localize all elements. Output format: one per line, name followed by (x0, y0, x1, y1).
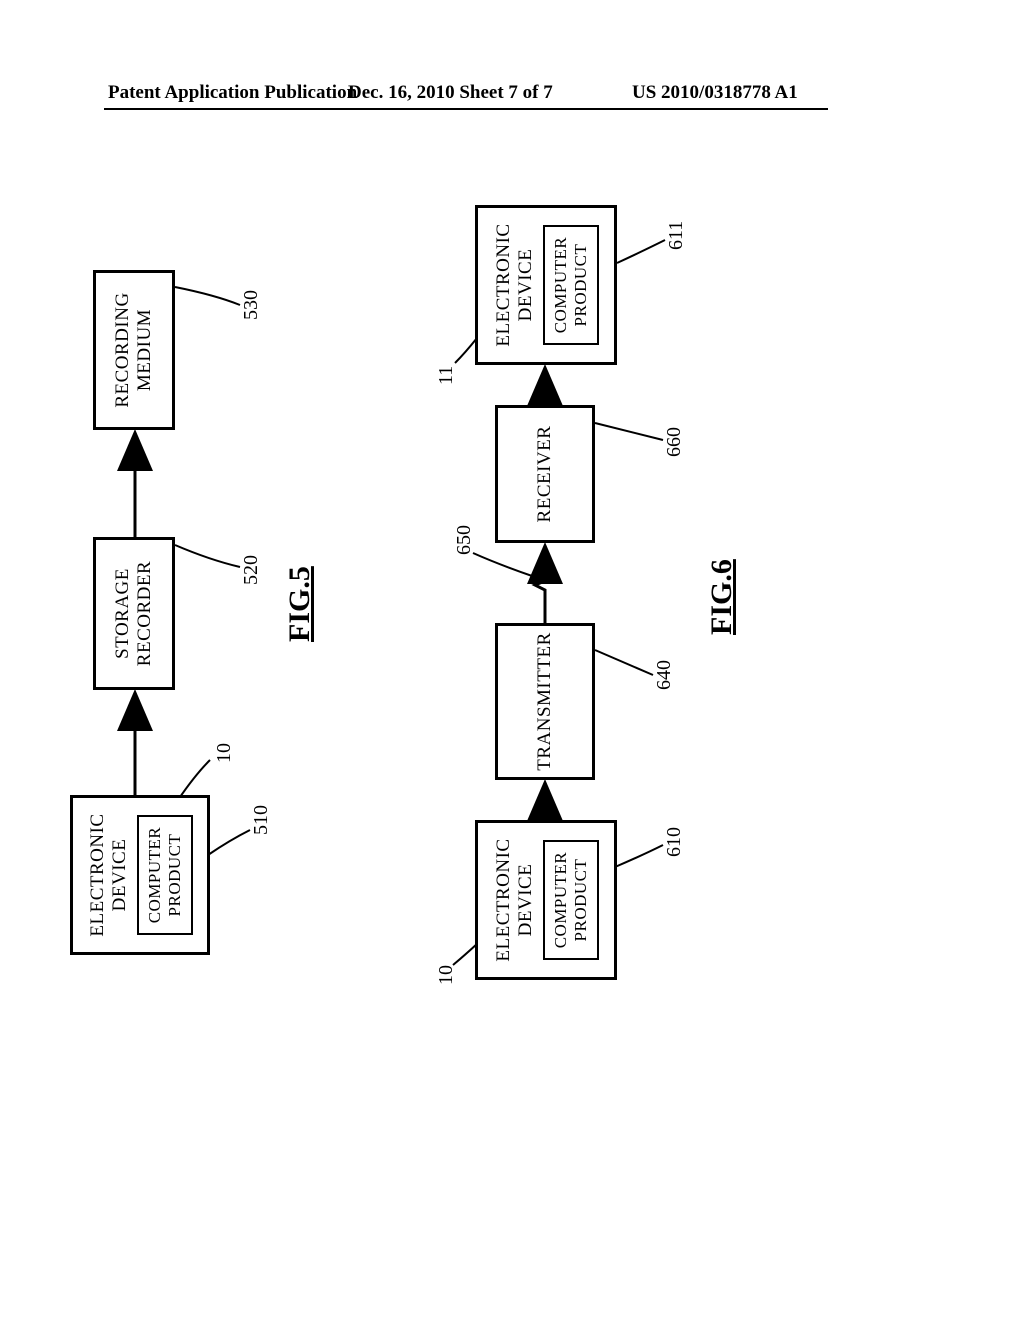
fig6-link-zigzag (535, 548, 555, 623)
fig6-leader-610 (615, 845, 663, 867)
fig6-leader-11 (455, 338, 477, 363)
fig6-ref-650: 650 (453, 525, 476, 555)
diagrams: ELECTRONIC DEVICE COMPUTER PRODUCT STORA… (35, 195, 875, 985)
fig6-caption: FIG.6 (705, 559, 739, 635)
fig6-ref-610: 610 (663, 827, 686, 857)
fig5-leader-510 (208, 830, 250, 855)
fig6-right-ed-line2: DEVICE (515, 249, 537, 322)
fig6-ref-611: 611 (665, 221, 688, 250)
fig5-computer-product-box: COMPUTER PRODUCT (137, 815, 193, 936)
header-rule (104, 108, 828, 110)
fig5-caption: FIG.5 (283, 566, 317, 642)
fig6-left-cp-line1: COMPUTER (551, 852, 571, 949)
fig5-rm-line1: RECORDING (112, 292, 134, 407)
fig5-rm-line2: MEDIUM (134, 309, 156, 391)
fig6-leader-611 (617, 240, 665, 263)
fig6-receiver-box: RECEIVER (495, 405, 595, 543)
fig5-ref-10: 10 (213, 743, 236, 763)
fig6-right-device-box: ELECTRONIC DEVICE COMPUTER PRODUCT (475, 205, 617, 365)
fig5-leader-530 (175, 287, 240, 305)
fig6-left-ed-line1: ELECTRONIC (493, 838, 515, 961)
fig5-leader-10 (178, 760, 210, 800)
fig5-storage-recorder-box: STORAGE RECORDER (93, 537, 175, 690)
fig6-ref-660: 660 (663, 427, 686, 457)
fig6-left-ed-line2: DEVICE (515, 864, 537, 937)
fig5-cp-line2: PRODUCT (165, 827, 185, 924)
header-middle: Dec. 16, 2010 Sheet 7 of 7 (348, 82, 553, 104)
fig6-left-device-box: ELECTRONIC DEVICE COMPUTER PRODUCT (475, 820, 617, 980)
fig6-right-ed-line1: ELECTRONIC (493, 223, 515, 346)
fig6-leader-650 (473, 553, 535, 577)
fig6-rx-label: RECEIVER (534, 426, 556, 523)
fig5-recording-medium-box: RECORDING MEDIUM (93, 270, 175, 430)
page: Patent Application Publication Dec. 16, … (0, 0, 1024, 1320)
fig5-ed-line1: ELECTRONIC (87, 813, 109, 936)
fig6-leader-640 (595, 650, 653, 675)
fig5-ref-520: 520 (240, 555, 263, 585)
fig6-ref-10: 10 (435, 965, 458, 985)
fig5-cp-line1: COMPUTER (145, 827, 165, 924)
fig6-transmitter-box: TRANSMITTER (495, 623, 595, 780)
fig6-leader-660 (595, 423, 663, 440)
fig6-left-cp-box: COMPUTER PRODUCT (543, 840, 599, 961)
fig6-right-cp-box: COMPUTER PRODUCT (543, 225, 599, 346)
header-left: Patent Application Publication (108, 82, 357, 104)
fig6-right-cp-line1: COMPUTER (551, 237, 571, 334)
header-right: US 2010/0318778 A1 (632, 82, 798, 104)
fig5-ed-line2: DEVICE (109, 839, 131, 912)
fig5-electronic-device-box: ELECTRONIC DEVICE COMPUTER PRODUCT (70, 795, 210, 955)
fig6-tx-label: TRANSMITTER (534, 632, 556, 771)
fig6-left-cp-line2: PRODUCT (571, 852, 591, 949)
fig5-ref-510: 510 (250, 805, 273, 835)
fig6-right-cp-line2: PRODUCT (571, 237, 591, 334)
fig6-ref-11: 11 (435, 366, 458, 385)
fig5-sr-line2: RECORDER (134, 561, 156, 666)
fig5-leader-520 (175, 545, 240, 567)
fig5-sr-line1: STORAGE (112, 568, 134, 659)
fig5-ref-530: 530 (240, 290, 263, 320)
fig6-ref-640: 640 (653, 660, 676, 690)
